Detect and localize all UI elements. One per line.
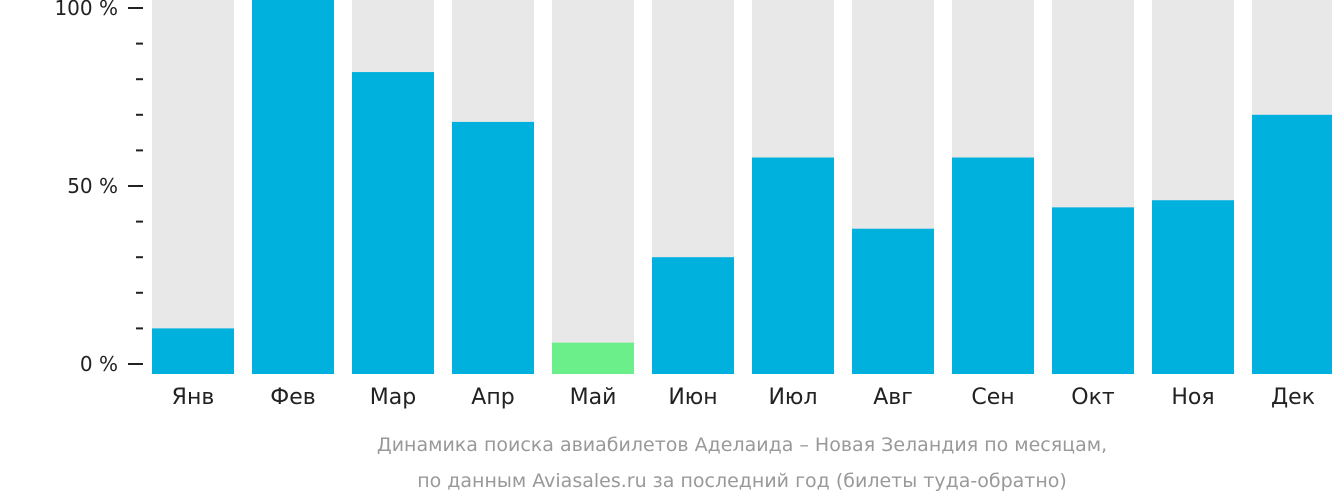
bar-Мар — [352, 72, 434, 374]
x-tick-label: Апр — [471, 385, 514, 410]
bar-Апр — [452, 121, 534, 374]
bar-Янв — [152, 328, 234, 374]
bar-Ноя — [1152, 200, 1234, 374]
bar-Окт — [1052, 207, 1134, 374]
x-tick-label: Янв — [172, 385, 215, 410]
x-tick-label: Сен — [971, 385, 1014, 410]
x-tick-label: Мар — [370, 385, 416, 410]
bar-background — [552, 0, 634, 374]
bar-Июл — [752, 157, 834, 374]
bar-Сен — [952, 157, 1034, 374]
x-tick-label: Июн — [668, 385, 717, 410]
bar-Дек — [1252, 114, 1332, 375]
bar-Май — [552, 342, 634, 374]
x-tick-label: Дек — [1271, 385, 1315, 410]
bar-Фев — [252, 0, 334, 374]
chart-caption-line-1: Динамика поиска авиабилетов Аделаида – Н… — [377, 434, 1107, 456]
x-tick-label: Май — [570, 385, 617, 410]
x-axis-labels: Янв Фев Мар Апр Май Июн Июл Авг Сен Окт Ноя Дек — [172, 385, 1315, 410]
y-tick-label: 50 % — [67, 174, 118, 198]
x-tick-label: Фев — [270, 385, 315, 410]
y-axis: 0 % 50 % 100 % — [54, 0, 143, 376]
bar-background — [152, 0, 234, 374]
x-tick-label: Июл — [768, 385, 817, 410]
y-tick-label: 100 % — [54, 0, 118, 20]
y-tick-label: 0 % — [80, 352, 118, 376]
x-tick-label: Авг — [873, 385, 913, 410]
x-tick-label: Ноя — [1171, 385, 1214, 410]
x-tick-label: Окт — [1071, 385, 1115, 410]
bar-Авг — [852, 228, 934, 374]
chart-caption-line-2: по данным Aviasales.ru за последний год … — [417, 470, 1067, 492]
bars — [152, 0, 1332, 375]
bar-Июн — [652, 257, 734, 374]
